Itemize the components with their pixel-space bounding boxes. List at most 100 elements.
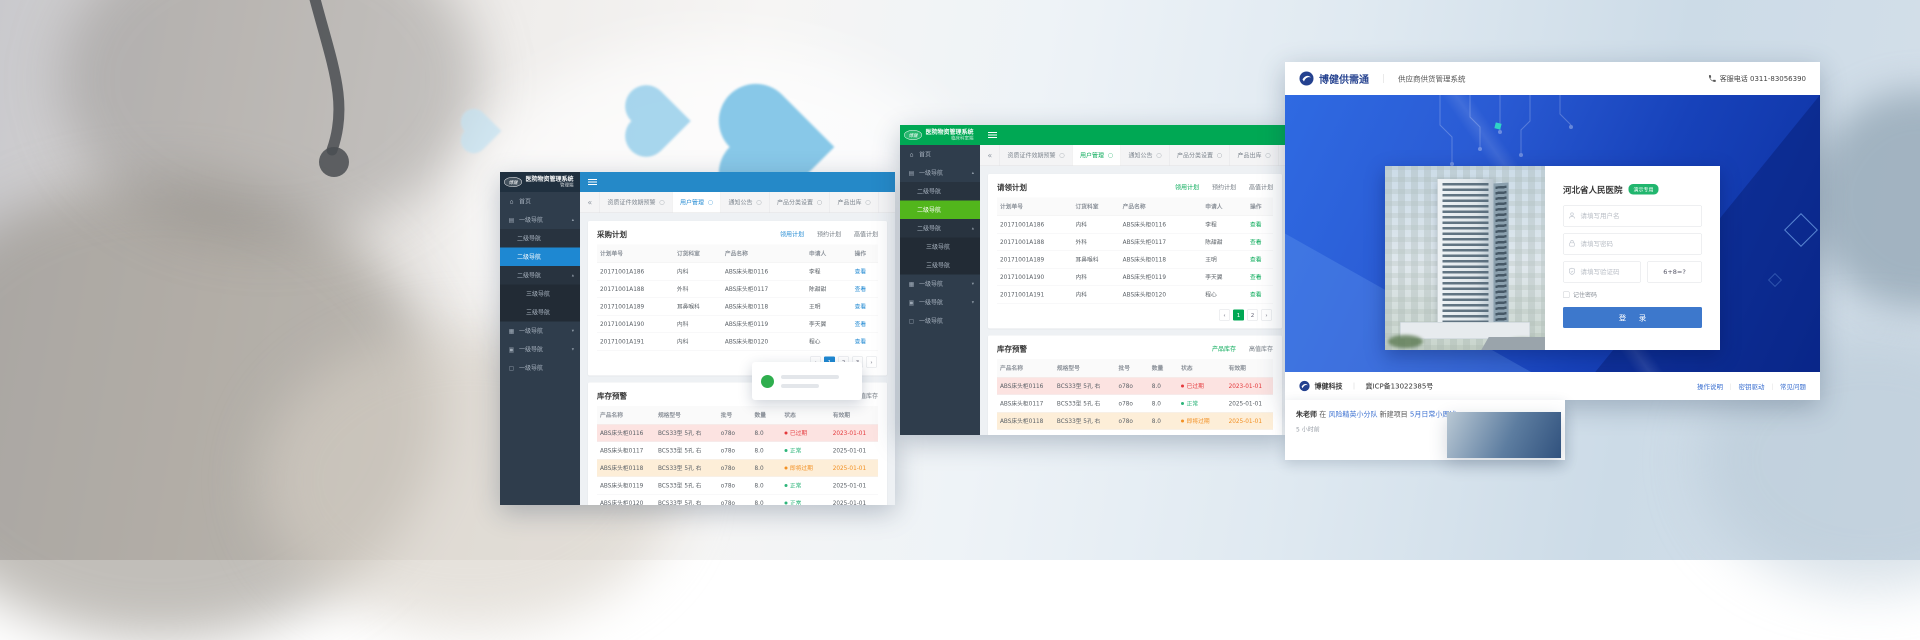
view-link[interactable]: 查看 (852, 316, 878, 333)
plan-card: 采购计划 领用计划预约计划高值计划 计划单号订货科室产品名称申请人操作 2017… (588, 221, 887, 376)
page-button[interactable]: › (866, 357, 877, 368)
table-switch-link[interactable]: 领用计划 (1175, 183, 1199, 192)
brand-logo: 博健 (904, 130, 922, 140)
sidebar-item[interactable]: 二级导航 (500, 248, 580, 267)
remember-checkbox[interactable] (1563, 292, 1570, 299)
clinic-logo-area: 博健 医院物资管理系统 临床科室端 (900, 125, 980, 145)
tab[interactable]: 通知公告 (1121, 145, 1170, 166)
sidebar-item[interactable]: ▤一级导航▴ (500, 211, 580, 230)
sidebar-item[interactable]: ▢一级导航 (500, 359, 580, 378)
sidebar-item[interactable]: ▦一级导航▾ (900, 275, 980, 294)
sidebar-item[interactable]: ⌂首页 (900, 145, 980, 164)
status-badge: 即将过期 (781, 460, 829, 477)
status-badge: 已过期 (1178, 378, 1225, 395)
tab-close-icon[interactable] (1266, 153, 1271, 158)
tab[interactable]: 产品出库 (1230, 145, 1279, 166)
page-button[interactable]: 2 (1247, 310, 1258, 321)
table-switch-link[interactable]: 高值计划 (854, 230, 878, 239)
view-link[interactable]: 查看 (1247, 216, 1273, 233)
admin-tabsbar: « 资质证件效期预警用户管理通知公告产品分类设置产品出库 (580, 192, 895, 213)
column-header: 有效期 (1226, 359, 1273, 377)
header-divider: ｜ (1379, 72, 1388, 85)
page-button[interactable]: › (1261, 310, 1272, 321)
chevron-up-icon: ▴ (972, 226, 974, 231)
table-switch-link[interactable]: 预约计划 (817, 230, 841, 239)
sidebar-item[interactable]: 三级导航 (500, 285, 580, 304)
footer-link[interactable]: 常见问题 (1780, 381, 1806, 391)
tabs-collapse-icon[interactable]: « (980, 145, 1000, 166)
chevron-down-icon: ▾ (572, 328, 574, 333)
view-link[interactable]: 查看 (852, 298, 878, 315)
circuit-decoration (1410, 95, 1625, 175)
tab-close-icon[interactable] (660, 200, 665, 205)
view-link[interactable]: 查看 (1247, 286, 1273, 303)
tab[interactable]: 产品分类设置 (1170, 145, 1231, 166)
column-header: 操作 (1247, 198, 1273, 216)
tab-close-icon[interactable] (757, 200, 762, 205)
tab-close-icon[interactable] (1157, 153, 1162, 158)
footer-link[interactable]: 密钥驱动 (1738, 381, 1764, 391)
table-switch-link[interactable]: 预约计划 (1212, 183, 1236, 192)
tab-close-icon[interactable] (866, 200, 871, 205)
view-link[interactable]: 查看 (852, 263, 878, 280)
view-link[interactable]: 查看 (1247, 269, 1273, 286)
sidebar-item[interactable]: ▢一级导航 (900, 312, 980, 331)
admin-topbar: 博健 医院物资管理系统 管理端 (500, 172, 895, 192)
view-link[interactable]: 查看 (852, 333, 878, 350)
login-button[interactable]: 登 录 (1563, 307, 1702, 328)
sidebar-item[interactable]: 三级导航 (900, 256, 980, 275)
sidebar-item[interactable]: 二级导航 (900, 182, 980, 201)
sidebar-item[interactable]: ▦一级导航▾ (500, 322, 580, 341)
sidebar-item[interactable]: ▣一级导航▾ (500, 340, 580, 359)
table-switch-link[interactable]: 高值计划 (1249, 183, 1273, 192)
tab-close-icon[interactable] (1108, 153, 1113, 158)
sidebar-item[interactable]: 二级导航 (900, 201, 980, 220)
tab-close-icon[interactable] (1217, 153, 1222, 158)
menu-toggle-icon[interactable] (988, 132, 997, 138)
footer-link[interactable]: 操作说明 (1697, 381, 1723, 391)
column-header: 产品名称 (1120, 198, 1203, 216)
page-button[interactable]: 1 (1233, 310, 1244, 321)
admin-mainbar (580, 172, 895, 192)
view-link[interactable]: 查看 (1247, 251, 1273, 268)
tab[interactable]: 用户管理 (673, 192, 722, 213)
menu-toggle-icon[interactable] (588, 179, 597, 185)
chevron-down-icon: ▾ (972, 300, 974, 305)
tab[interactable]: 产品分类设置 (770, 192, 831, 213)
sidebar-item[interactable]: ⌂首页 (500, 192, 580, 211)
login-form: 河北省人民医院 演示专用 (1545, 166, 1720, 350)
table-switch-link[interactable]: 领用计划 (780, 230, 804, 239)
photo-fragment (1447, 412, 1561, 458)
page-button[interactable]: ‹ (1219, 310, 1230, 321)
captcha-question[interactable]: 6+8=? (1647, 262, 1702, 283)
sidebar-item[interactable]: 二级导航 (500, 229, 580, 248)
table-switch-link[interactable]: 高值库存 (1249, 345, 1273, 354)
tab-close-icon[interactable] (1060, 153, 1065, 158)
sidebar-item[interactable]: ▣一级导航▾ (900, 293, 980, 312)
tab[interactable]: 用户管理 (1073, 145, 1122, 166)
sidebar-item[interactable]: ▤一级导航▴ (900, 164, 980, 183)
sidebar-item[interactable]: 三级导航 (500, 303, 580, 322)
username-input[interactable] (1563, 206, 1702, 227)
tab-close-icon[interactable] (817, 200, 822, 205)
app-subtitle: 临床科室端 (926, 136, 974, 141)
table-switch-link[interactable]: 产品库存 (1212, 345, 1236, 354)
sidebar-item[interactable]: 二级导航▴ (900, 219, 980, 238)
view-link[interactable]: 查看 (852, 281, 878, 298)
tab[interactable]: 产品出库 (830, 192, 879, 213)
sidebar-item[interactable]: 二级导航▴ (500, 266, 580, 285)
clinic-mainbar (980, 125, 1290, 145)
tabs-collapse-icon[interactable]: « (580, 192, 600, 213)
view-link[interactable]: 查看 (1247, 234, 1273, 251)
hospital-name: 河北省人民医院 (1563, 183, 1623, 196)
column-header: 操作 (852, 245, 878, 263)
tab[interactable]: 通知公告 (721, 192, 770, 213)
tab[interactable]: 资质证件效期预警 (600, 192, 673, 213)
password-input[interactable] (1563, 234, 1702, 255)
column-header: 状态 (1178, 359, 1225, 377)
tab[interactable]: 资质证件效期预警 (1000, 145, 1073, 166)
sidebar-item[interactable]: 三级导航 (900, 238, 980, 257)
tab-close-icon[interactable] (708, 200, 713, 205)
